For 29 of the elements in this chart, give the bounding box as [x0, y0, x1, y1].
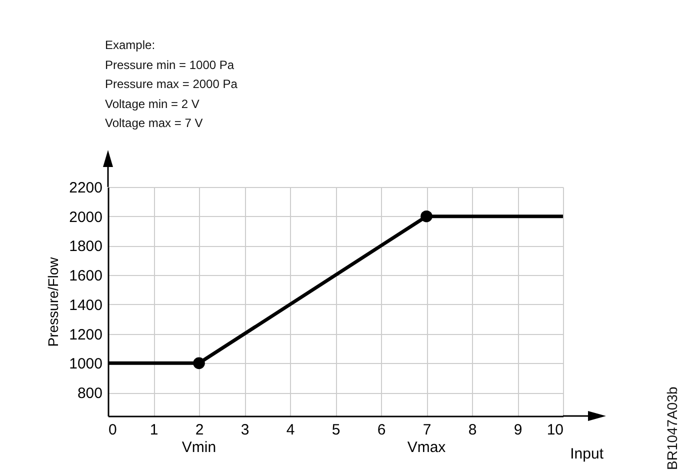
text: Voltage max = 7 V	[105, 115, 204, 132]
text: Vmax	[407, 439, 446, 456]
x-tick-label: 2	[195, 422, 204, 438]
text: Vmin	[182, 439, 216, 456]
text: Voltage min = 2 V	[105, 96, 200, 112]
x-tick-label: 3	[240, 422, 250, 438]
text: Pressure min = 1000 Pa	[105, 56, 236, 74]
y-tick-label: 1200	[69, 326, 102, 344]
y-tick-label: 1600	[69, 268, 102, 285]
x-tick-label: 4	[286, 422, 295, 438]
y-tick-label: 800	[77, 385, 102, 402]
x-tick-label: 9	[514, 422, 522, 438]
x-tick-label: 1	[150, 422, 158, 438]
x-tick-label: 5	[332, 422, 340, 438]
x-axis-title: Input	[570, 446, 604, 462]
y-tick-label: 1400	[69, 296, 102, 314]
y-tick-label: 2000	[69, 208, 102, 226]
x-tick-label: 8	[468, 422, 477, 438]
x-tick-label: 0	[108, 422, 117, 438]
y-axis-title: Pressure/Flow	[45, 256, 62, 347]
text: Example:	[105, 37, 156, 54]
text: BR1047A03b	[664, 386, 680, 470]
x-tick-label: 6	[377, 422, 386, 438]
y-tick-label: 1000	[69, 356, 102, 373]
x-tick-label: 10	[546, 422, 564, 438]
text: Pressure max = 2000 Pa	[105, 76, 238, 93]
y-tick-label: 1800	[69, 238, 102, 256]
x-tick-label: 7	[422, 422, 432, 438]
y-tick-label: 2200	[69, 180, 102, 196]
